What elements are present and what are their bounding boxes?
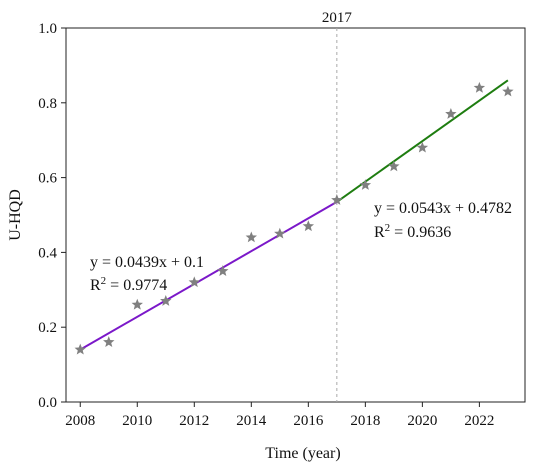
data-point-star xyxy=(502,85,514,97)
x-tick-label: 2010 xyxy=(122,413,152,429)
y-tick-label: 0.4 xyxy=(38,245,57,261)
r2-left-prefix: R xyxy=(90,277,101,294)
vline-label: 2017 xyxy=(322,10,353,26)
annotation-left: y = 0.0439x + 0.1 R2 = 0.9774 xyxy=(90,254,204,294)
r2-left: R2 = 0.9774 xyxy=(90,275,167,294)
data-point-star xyxy=(103,336,115,348)
x-tick-label: 2008 xyxy=(65,413,95,429)
r2-left-value: = 0.9774 xyxy=(106,277,167,294)
data-point-star xyxy=(359,179,372,190)
r2-right-sup: 2 xyxy=(385,222,391,234)
data-point-star xyxy=(245,231,258,243)
equation-right: y = 0.0543x + 0.4782 xyxy=(374,200,512,217)
data-point-star xyxy=(302,220,315,232)
data-point-star xyxy=(217,265,229,276)
x-tick-label: 2020 xyxy=(407,413,437,429)
data-point-star xyxy=(473,81,486,93)
r2-right: R2 = 0.9636 xyxy=(374,222,451,241)
data-point-star xyxy=(160,295,172,306)
y-axis-title: U-HQD xyxy=(7,189,24,241)
x-axis-title: Time (year) xyxy=(265,445,340,462)
y-tick-label: 0.0 xyxy=(38,395,57,411)
annotation-right: y = 0.0543x + 0.4782 R2 = 0.9636 xyxy=(374,200,512,241)
data-point-star xyxy=(188,276,200,288)
data-point-star xyxy=(74,343,86,355)
data-point-star xyxy=(416,141,429,153)
data-point-star xyxy=(388,160,400,172)
data-point-star xyxy=(274,227,286,239)
r2-right-value: = 0.9636 xyxy=(390,224,451,241)
axes xyxy=(65,27,526,403)
fit-line-left xyxy=(79,201,338,351)
x-tick-label: 2018 xyxy=(350,413,380,429)
data-point-star xyxy=(131,298,143,310)
y-tick-label: 0.8 xyxy=(38,96,57,112)
r2-right-prefix: R xyxy=(374,224,385,241)
y-tick-label: 1.0 xyxy=(38,21,57,37)
data-point-star xyxy=(331,194,343,205)
data-points xyxy=(74,81,514,355)
x-tick-label: 2016 xyxy=(293,413,324,429)
x-tick-label: 2022 xyxy=(464,413,494,429)
equation-left: y = 0.0439x + 0.1 xyxy=(90,254,204,271)
ticks: 2008 2010 2012 2014 2016 2018 2020 2022 0.0 0.2 0.… xyxy=(38,21,494,429)
r2-left-sup: 2 xyxy=(101,275,107,287)
x-tick-label: 2012 xyxy=(179,413,209,429)
data-point-star xyxy=(445,108,457,119)
plot-frame xyxy=(65,27,526,403)
y-tick-label: 0.6 xyxy=(38,171,57,187)
y-tick-label: 0.2 xyxy=(38,320,57,336)
x-tick-label: 2014 xyxy=(236,413,267,429)
